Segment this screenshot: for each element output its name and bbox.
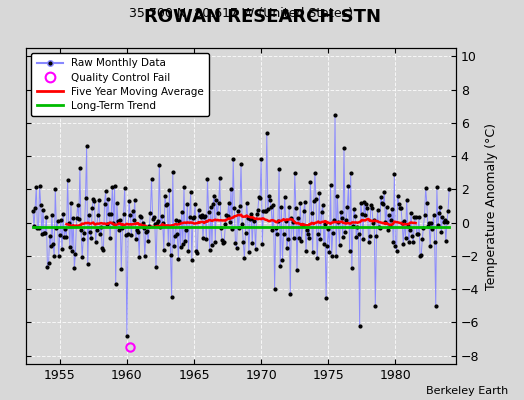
Text: ROWAN RESEARCH STN: ROWAN RESEARCH STN bbox=[144, 8, 380, 26]
Y-axis label: Temperature Anomaly (°C): Temperature Anomaly (°C) bbox=[485, 122, 498, 290]
Legend: Raw Monthly Data, Quality Control Fail, Five Year Moving Average, Long-Term Tren: Raw Monthly Data, Quality Control Fail, … bbox=[31, 53, 209, 116]
Title: 35.700 N, 80.617 W (United States): 35.700 N, 80.617 W (United States) bbox=[129, 8, 353, 20]
Text: Berkeley Earth: Berkeley Earth bbox=[426, 386, 508, 396]
